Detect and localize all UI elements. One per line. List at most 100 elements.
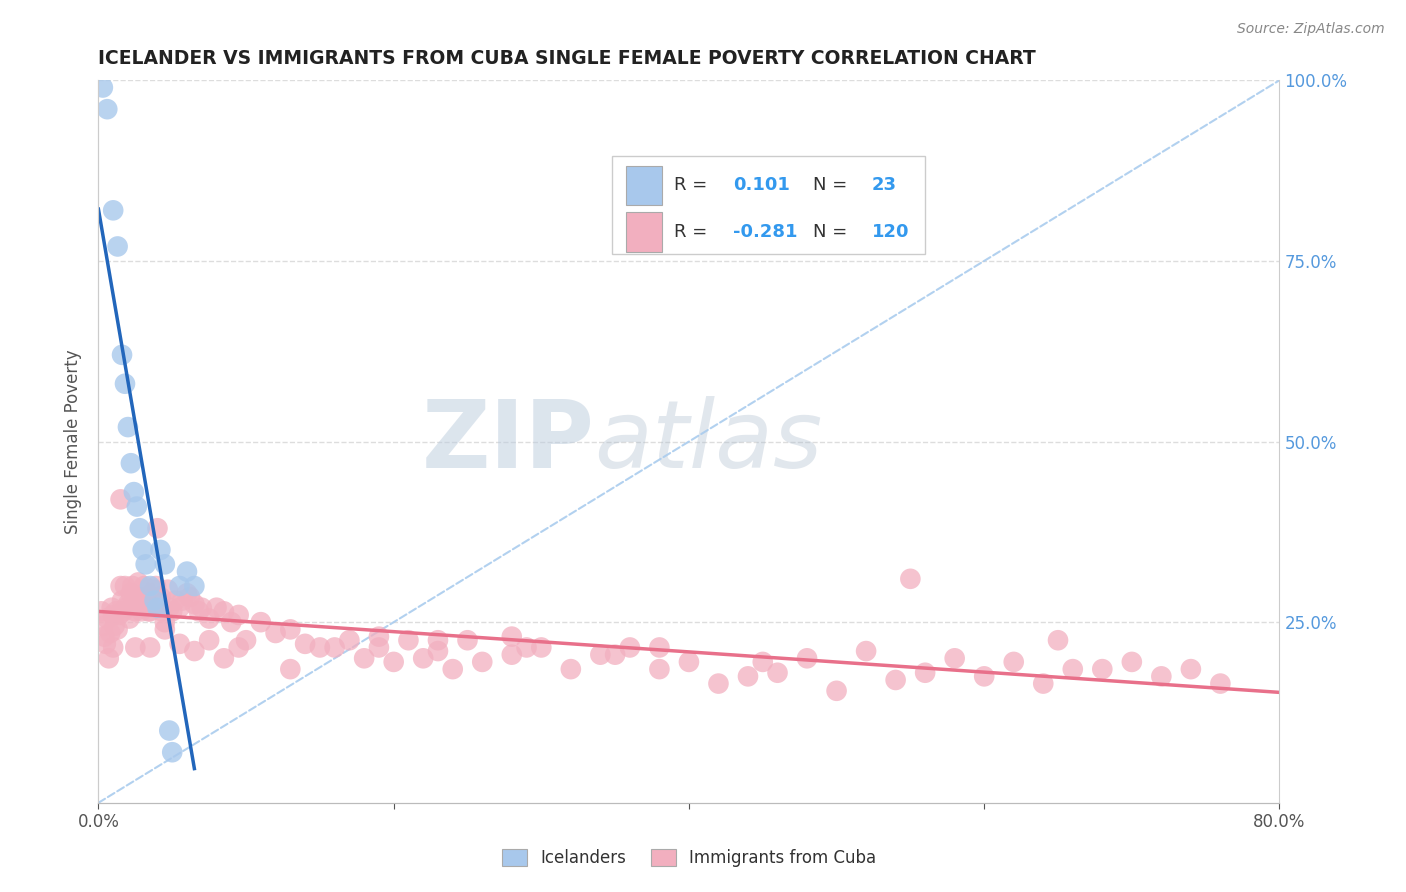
Point [156, 582, 179, 597]
Point [120, 586, 142, 600]
Point [90, 604, 112, 618]
Point [96, 611, 118, 625]
Point [900, 572, 922, 586]
Point [619, 640, 641, 655]
Point [129, 604, 152, 618]
Point [132, 542, 155, 557]
Y-axis label: Single Female Poverty: Single Female Poverty [65, 350, 83, 533]
Point [205, 600, 228, 615]
Point [115, 600, 138, 615]
Point [176, 586, 198, 600]
Point [135, 558, 157, 572]
Point [138, 604, 160, 618]
Point [114, 376, 136, 391]
Point [121, 579, 143, 593]
Point [124, 604, 146, 618]
FancyBboxPatch shape [612, 156, 925, 253]
Point [108, 607, 131, 622]
Point [1091, 662, 1114, 676]
Point [176, 565, 198, 579]
Point [143, 593, 166, 607]
Point [120, 456, 142, 470]
Point [198, 611, 221, 625]
Point [1002, 655, 1025, 669]
Point [104, 619, 127, 633]
Point [145, 579, 167, 593]
Point [250, 615, 273, 630]
Point [169, 600, 191, 615]
Point [128, 521, 150, 535]
Text: Source: ZipAtlas.com: Source: ZipAtlas.com [1237, 22, 1385, 37]
Point [135, 590, 157, 604]
Text: 120: 120 [872, 223, 910, 241]
Point [128, 593, 150, 607]
Point [97, 651, 120, 665]
Text: N =: N = [813, 223, 853, 241]
Point [112, 604, 135, 618]
Point [280, 662, 302, 676]
Point [125, 590, 148, 604]
Point [98, 626, 121, 640]
Point [122, 485, 145, 500]
Point [235, 633, 257, 648]
Point [228, 607, 250, 622]
Point [153, 558, 176, 572]
Point [264, 626, 287, 640]
Point [560, 662, 582, 676]
Point [143, 582, 166, 597]
Point [1209, 676, 1232, 690]
Point [100, 600, 122, 615]
Point [150, 604, 173, 618]
Point [191, 600, 214, 615]
Point [1062, 662, 1084, 676]
Point [294, 637, 316, 651]
Point [117, 420, 139, 434]
Point [162, 604, 183, 618]
Point [122, 597, 145, 611]
Point [162, 745, 183, 759]
Point [103, 203, 125, 218]
Point [212, 604, 235, 618]
Point [107, 623, 129, 637]
Point [212, 651, 235, 665]
Point [737, 669, 759, 683]
Point [124, 640, 146, 655]
Point [796, 651, 818, 665]
Point [648, 640, 671, 655]
Point [157, 600, 180, 615]
Point [516, 640, 538, 655]
Point [103, 640, 125, 655]
Point [427, 633, 450, 648]
Point [198, 633, 221, 648]
Point [309, 640, 332, 655]
Point [678, 655, 700, 669]
Point [1046, 633, 1070, 648]
Point [172, 593, 194, 607]
Point [707, 676, 730, 690]
Point [105, 604, 128, 618]
Point [146, 600, 169, 615]
Point [110, 492, 132, 507]
Point [648, 662, 671, 676]
Text: ICELANDER VS IMMIGRANTS FROM CUBA SINGLE FEMALE POVERTY CORRELATION CHART: ICELANDER VS IMMIGRANTS FROM CUBA SINGLE… [98, 48, 1036, 68]
Text: N =: N = [813, 177, 853, 194]
Point [323, 640, 346, 655]
Point [93, 630, 115, 644]
Point [1180, 662, 1202, 676]
Point [1032, 676, 1054, 690]
Point [141, 586, 163, 600]
Point [183, 597, 205, 611]
Point [187, 604, 209, 618]
Point [530, 640, 553, 655]
Point [169, 637, 191, 651]
Text: -0.281: -0.281 [733, 223, 797, 241]
Point [457, 633, 479, 648]
Text: atlas: atlas [595, 396, 823, 487]
Point [117, 597, 139, 611]
Point [132, 600, 155, 615]
Point [139, 604, 162, 618]
Point [139, 579, 162, 593]
Point [884, 673, 907, 687]
Point [91, 619, 114, 633]
Point [471, 655, 494, 669]
